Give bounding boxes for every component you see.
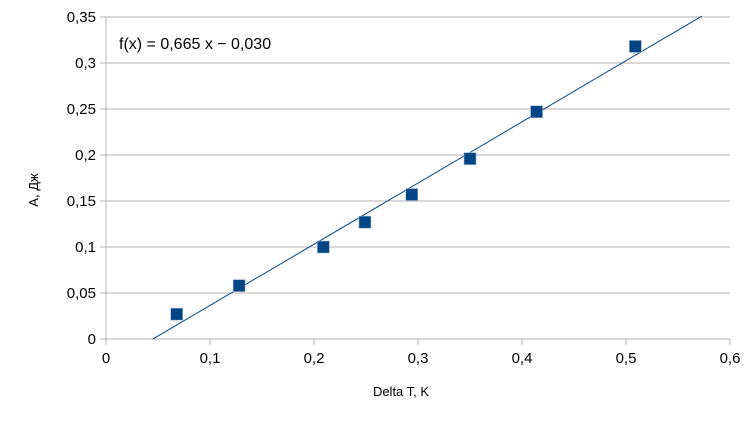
x-tick-label: 0 — [102, 350, 110, 367]
x-tick-label: 0,5 — [616, 350, 637, 367]
y-tick-label: 0,25 — [67, 101, 96, 118]
data-point — [232, 279, 246, 292]
data-point — [463, 152, 477, 165]
y-axis-label: A, Дж — [26, 173, 41, 207]
data-point — [629, 40, 642, 53]
grid-lines — [106, 16, 730, 340]
y-tick-label: 0 — [88, 331, 96, 348]
x-tick-label: 0,3 — [408, 350, 429, 367]
x-axis-label: Delta T, K — [373, 384, 429, 399]
data-point — [405, 188, 419, 201]
x-tick-label: 0,6 — [720, 350, 741, 367]
y-tick-label: 0,05 — [67, 285, 96, 302]
data-points — [170, 40, 642, 321]
y-tick-label: 0,1 — [75, 239, 96, 256]
data-point — [317, 240, 330, 254]
data-point — [530, 105, 543, 119]
x-tick-labels: 0 0,1 0,2 0,3 0,4 0,5 0,6 — [102, 350, 741, 367]
y-tick-label: 0,35 — [67, 9, 96, 26]
axes — [100, 16, 731, 345]
y-tick-label: 0,2 — [75, 147, 96, 164]
y-tick-label: 0,15 — [67, 193, 96, 210]
y-tick-label: 0,3 — [75, 55, 96, 72]
x-tick-label: 0,4 — [512, 350, 533, 367]
y-tick-labels: 0 0,05 0,1 0,15 0,2 0,25 0,3 0,35 — [67, 9, 96, 348]
data-point — [358, 215, 372, 229]
x-tick-label: 0,1 — [200, 350, 221, 367]
trendline-equation: f(x) = 0,665 x − 0,030 — [119, 36, 271, 53]
data-point — [170, 307, 184, 321]
x-tick-label: 0,2 — [304, 350, 325, 367]
